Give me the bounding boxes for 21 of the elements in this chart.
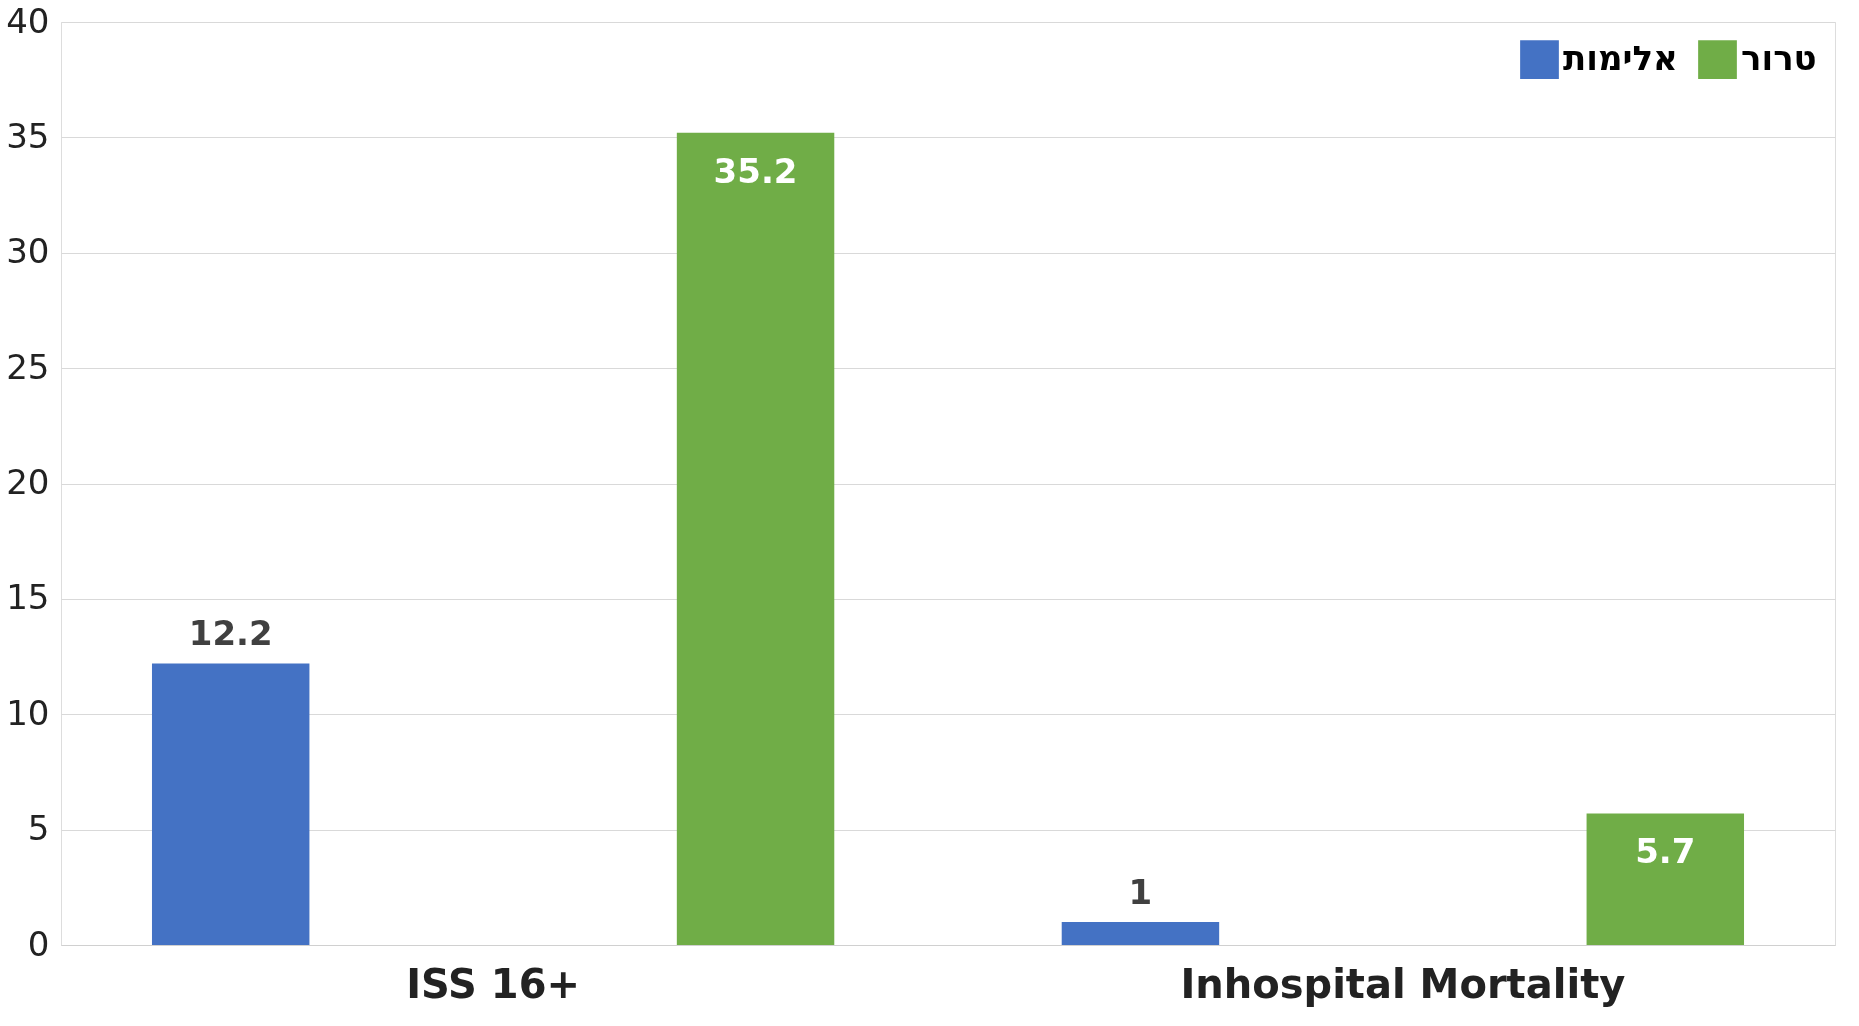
y-tick-label: 10 [6, 692, 50, 733]
bar [676, 132, 835, 945]
data-label: 12.2 [188, 613, 273, 654]
y-tick-label: 5 [27, 808, 50, 849]
y-tick-label: 30 [6, 231, 50, 272]
y-tick-label: 35 [6, 115, 50, 156]
legend-label: אלימות [1563, 37, 1678, 78]
data-label: 1 [1128, 871, 1153, 912]
y-tick-label: 20 [6, 462, 50, 502]
data-label: 5.7 [1635, 831, 1696, 872]
bar [1586, 813, 1745, 945]
x-tick-label: ISS 16+ [406, 960, 581, 1007]
data-label: 35.2 [713, 150, 798, 191]
y-tick-label: 15 [6, 577, 50, 618]
legend-label: טרור [1741, 37, 1817, 78]
bar [151, 663, 310, 945]
x-tick-label: Inhospital Mortality [1180, 960, 1626, 1007]
y-tick-label: 25 [6, 346, 50, 387]
y-tick-label: 40 [6, 0, 50, 41]
bar [1061, 921, 1220, 945]
y-tick-label: 0 [27, 923, 50, 964]
